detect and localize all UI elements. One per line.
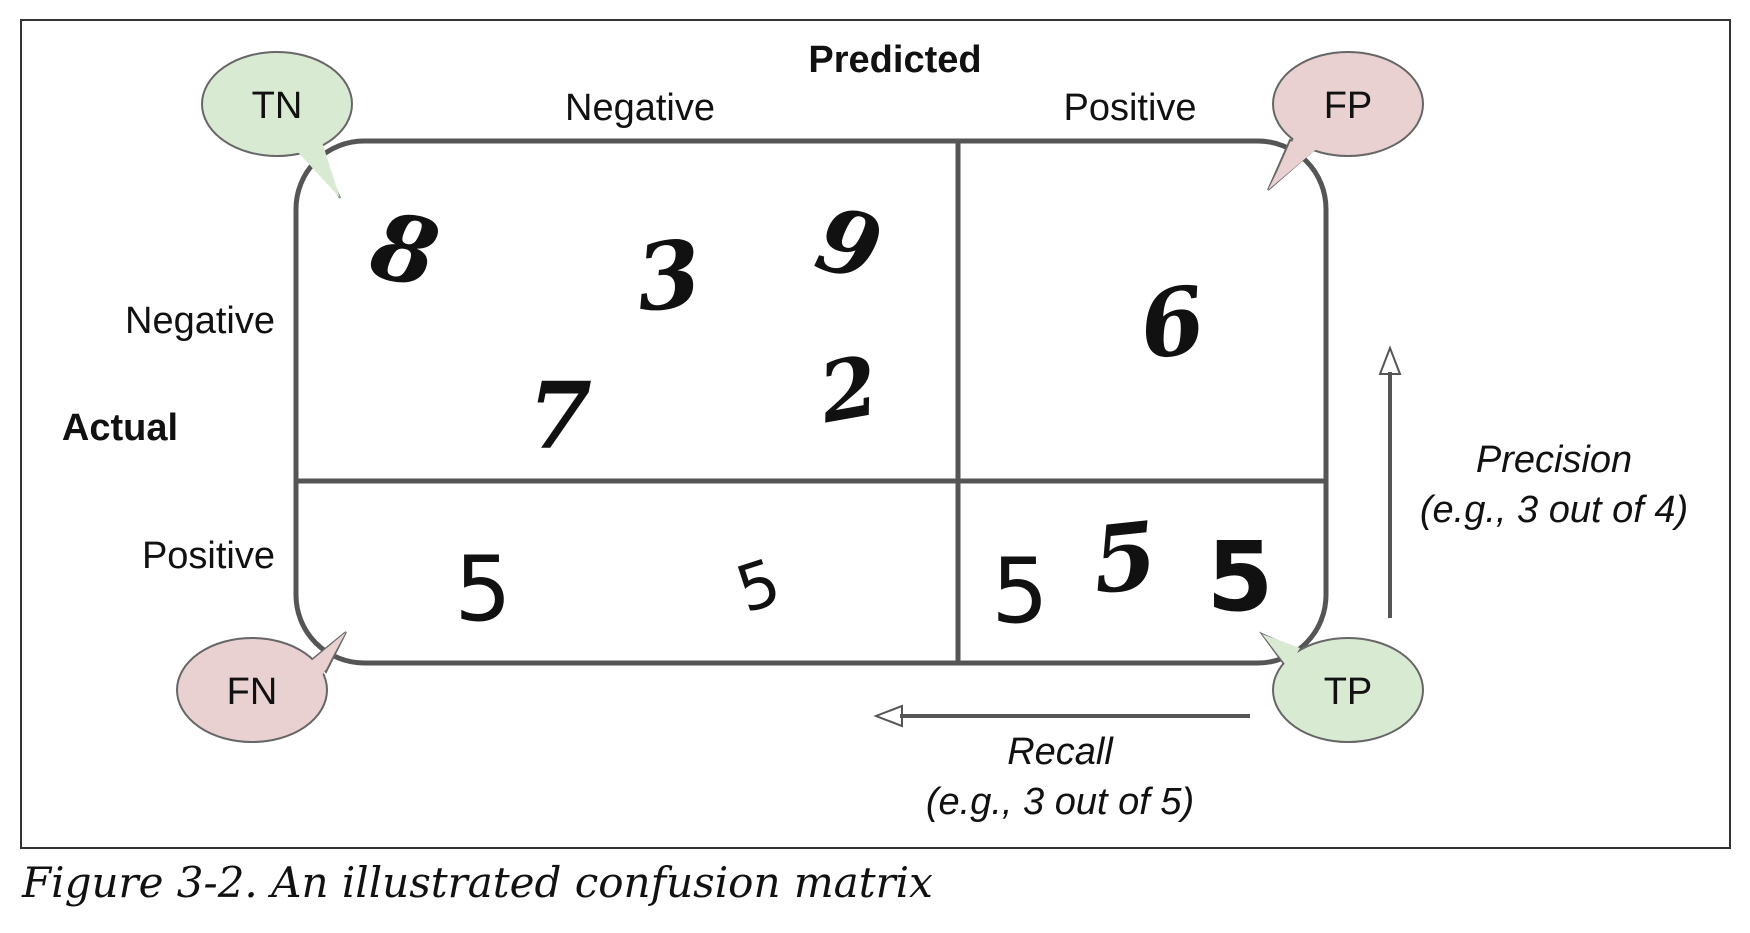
tp-label: TP [1324, 671, 1373, 713]
precision-arrow [1378, 345, 1402, 618]
precision-title: Precision [1476, 439, 1632, 481]
fn-bubble: FN [176, 631, 347, 743]
fp-bubble-body [1272, 51, 1424, 157]
predicted-label: Predicted [808, 39, 981, 81]
digit-9: 9 [807, 186, 892, 302]
recall-arrow [873, 704, 1250, 728]
column-label-positive: Positive [1063, 87, 1196, 129]
recall-arrowhead [873, 704, 903, 728]
digit-5: 5 [1207, 521, 1274, 633]
figure-frame [20, 19, 1731, 849]
digit-5: 5 [991, 539, 1048, 644]
fn-bubble-body [176, 637, 328, 743]
digit-2: 2 [811, 338, 885, 443]
row-label-positive: Positive [142, 535, 275, 577]
figure-caption: Figure 3-2. An illustrated confusion mat… [22, 858, 933, 907]
digit-7: 7 [528, 362, 592, 470]
tp-bubble-body [1272, 637, 1424, 743]
digit-3: 3 [631, 219, 706, 333]
tp-cell: 5 5 5 [991, 501, 1273, 644]
digit-8: 8 [361, 190, 447, 309]
row-label-negative: Negative [125, 300, 275, 342]
tn-label: TN [252, 85, 303, 127]
digit-5: 5 [1087, 501, 1162, 615]
matrix-frame [293, 138, 1329, 666]
actual-label: Actual [62, 407, 178, 449]
fp-bubble: FP [1267, 51, 1424, 191]
tp-bubble: TP [1258, 631, 1424, 743]
fn-label: FN [227, 671, 278, 713]
column-label-negative: Negative [565, 87, 715, 129]
recall-example: (e.g., 3 out of 5) [926, 781, 1194, 823]
precision-example: (e.g., 3 out of 4) [1420, 489, 1688, 531]
precision-arrowhead [1378, 345, 1402, 375]
tn-cell: 8 3 9 7 2 [361, 186, 891, 470]
digit-6: 6 [1133, 265, 1211, 381]
digit-5: 5 [454, 537, 511, 642]
digit-5: 5 [728, 545, 790, 628]
tn-bubble-body [201, 51, 353, 157]
fp-cell: 6 [1133, 265, 1211, 381]
fn-cell: 5 5 [454, 537, 789, 642]
tn-bubble: TN [201, 51, 353, 199]
fp-label: FP [1324, 85, 1373, 127]
recall-title: Recall [1007, 731, 1114, 773]
